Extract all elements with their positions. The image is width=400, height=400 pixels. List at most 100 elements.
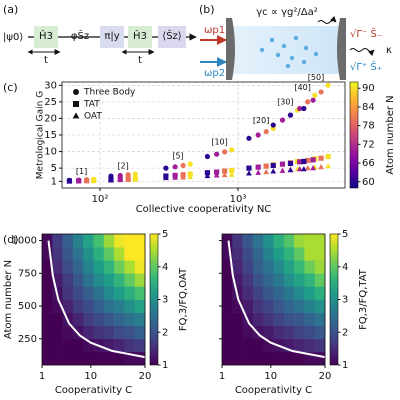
plot-frame xyxy=(61,81,346,189)
cell xyxy=(42,338,53,353)
cell xyxy=(304,247,315,261)
cell xyxy=(242,325,254,340)
cell xyxy=(83,351,94,366)
cell xyxy=(242,273,254,287)
point xyxy=(287,112,294,118)
legend-marker xyxy=(72,112,80,119)
mirror xyxy=(226,18,235,80)
panel-label: (d) xyxy=(3,233,19,246)
cell xyxy=(114,273,125,287)
cell xyxy=(222,273,233,287)
point xyxy=(287,160,294,167)
cell xyxy=(304,286,315,300)
cell xyxy=(42,312,53,326)
cell xyxy=(62,299,74,313)
point xyxy=(180,162,186,169)
emission: √Γ⁻ Ŝ₋ xyxy=(350,27,382,40)
point xyxy=(318,89,324,95)
cell xyxy=(263,312,274,326)
cell xyxy=(42,260,53,274)
cell xyxy=(273,312,285,326)
cell xyxy=(42,273,53,287)
colorbar-label: FQ,3/FQ,OAT xyxy=(178,267,189,331)
point xyxy=(66,178,73,184)
cell xyxy=(93,299,105,313)
cell xyxy=(283,247,295,261)
x-tick-label: 20 xyxy=(139,371,152,382)
cell xyxy=(52,234,63,248)
cell xyxy=(252,286,264,300)
x-tick-label: 20 xyxy=(319,371,332,382)
legend-marker xyxy=(73,89,79,95)
cell xyxy=(263,325,274,340)
cell xyxy=(52,260,63,274)
cell xyxy=(124,338,135,353)
rate: γc ∝ γg²/Δa² xyxy=(256,7,318,18)
y-tick-label: 5 xyxy=(51,163,57,174)
cell xyxy=(283,338,295,353)
colorbar-tick-label: 5 xyxy=(342,229,348,240)
colorbar xyxy=(349,81,359,189)
cell xyxy=(283,351,295,366)
cell xyxy=(294,299,305,313)
x-tick-label: 1 xyxy=(39,371,45,382)
panel-label: (a) xyxy=(3,3,18,16)
point xyxy=(132,171,138,177)
cell xyxy=(294,325,305,340)
y-tick-label: 25 xyxy=(44,97,57,108)
y-tick-label: 1 xyxy=(51,176,57,187)
point xyxy=(270,168,277,174)
point xyxy=(279,167,286,173)
cell xyxy=(263,338,274,353)
cell xyxy=(232,260,243,274)
point xyxy=(214,151,220,157)
cell xyxy=(304,338,315,353)
cell xyxy=(103,234,115,248)
colorbar-tick-label: 2 xyxy=(342,327,348,338)
cell xyxy=(134,260,146,274)
colorbar-tick-label: 84 xyxy=(362,102,375,113)
cell xyxy=(242,351,254,366)
colorbar-tick-label: 78 xyxy=(362,121,375,132)
point xyxy=(125,172,131,178)
cell xyxy=(93,351,105,366)
cell xyxy=(134,299,146,313)
y-tick-label: 10 xyxy=(44,147,57,158)
cell xyxy=(103,351,115,366)
cell xyxy=(252,312,264,326)
point xyxy=(255,132,261,138)
cell xyxy=(304,325,315,340)
cell xyxy=(283,234,295,248)
cell xyxy=(42,325,53,340)
cell xyxy=(62,260,74,274)
colorbar-tick-label: 3 xyxy=(342,295,348,306)
point xyxy=(246,165,252,171)
cell xyxy=(273,325,285,340)
cell xyxy=(304,260,315,274)
cell xyxy=(304,351,315,366)
cell xyxy=(83,312,94,326)
cell xyxy=(252,351,264,366)
cell xyxy=(273,299,285,313)
cell xyxy=(273,234,285,248)
cell xyxy=(83,234,94,248)
cell xyxy=(93,286,105,300)
cell xyxy=(52,273,63,287)
cell xyxy=(252,273,264,287)
point xyxy=(204,170,211,176)
cell xyxy=(232,247,243,261)
point xyxy=(310,157,316,163)
threshold-curve xyxy=(47,240,146,359)
point xyxy=(297,105,303,112)
cell xyxy=(134,247,146,261)
cell xyxy=(134,273,146,287)
step: ⟨Ŝz⟩ xyxy=(162,29,181,42)
cell xyxy=(252,338,264,353)
y-tick-label: 500 xyxy=(18,301,37,312)
duration: t xyxy=(44,55,48,66)
cell xyxy=(83,260,94,274)
cell xyxy=(62,247,74,261)
point xyxy=(83,177,90,184)
cell xyxy=(124,299,135,313)
cell xyxy=(52,351,63,366)
